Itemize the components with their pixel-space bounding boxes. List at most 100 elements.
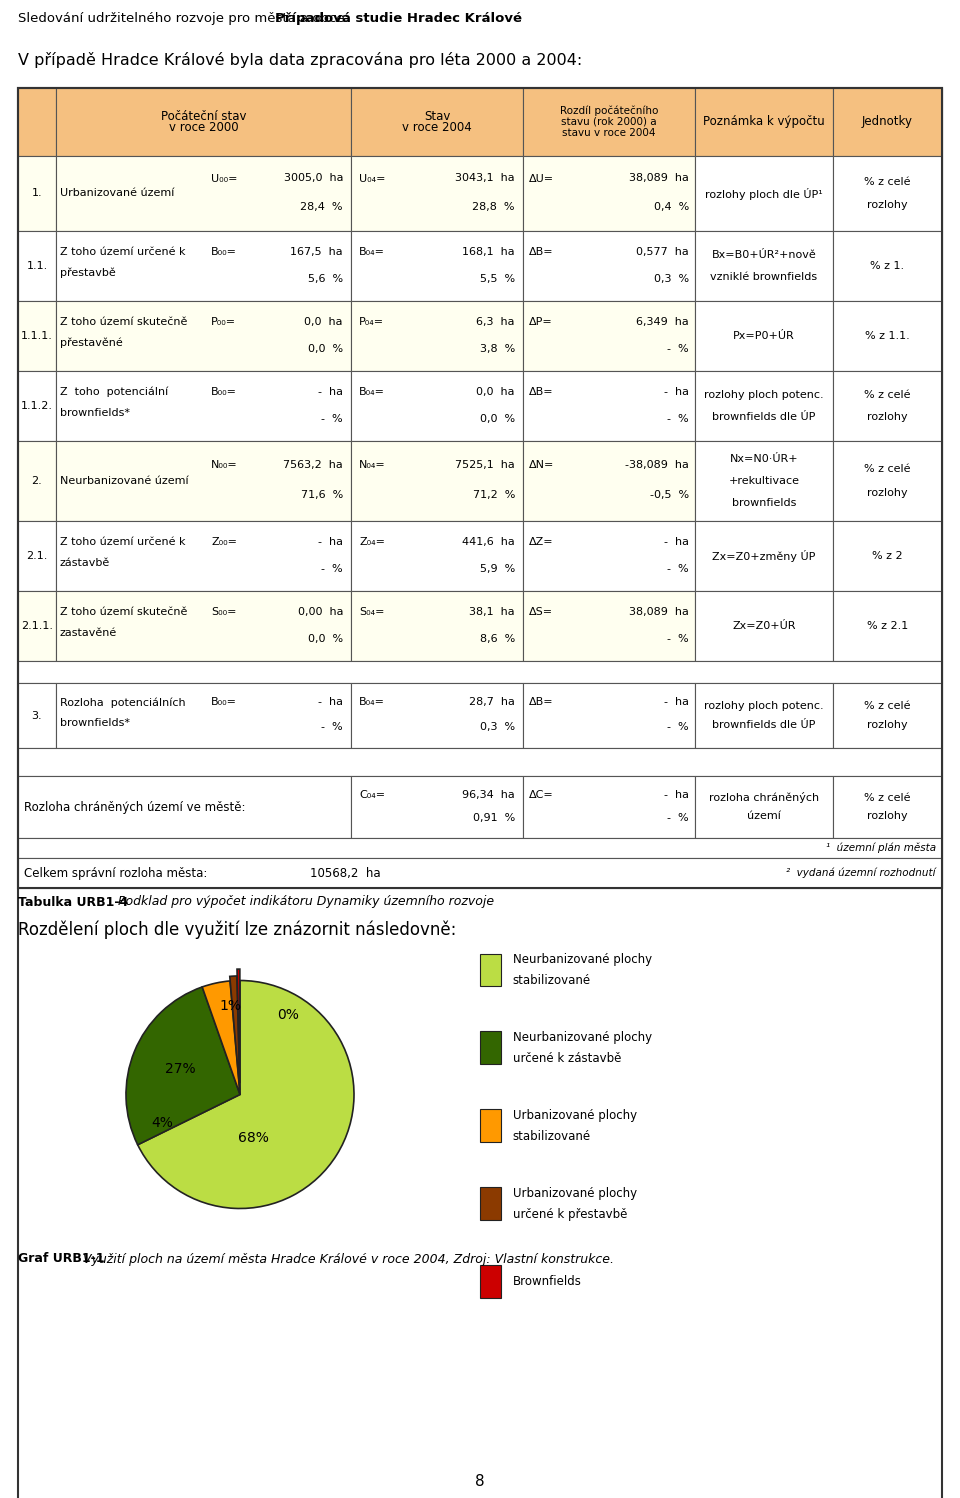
Text: -  %: - % bbox=[322, 413, 343, 424]
Bar bbox=[56, 372, 351, 440]
Bar bbox=[56, 592, 351, 661]
Text: C₀₄=: C₀₄= bbox=[359, 789, 385, 800]
Text: Nx=N0·ÚR+: Nx=N0·ÚR+ bbox=[730, 454, 799, 463]
Text: 8: 8 bbox=[475, 1474, 485, 1489]
Text: 10568,2  ha: 10568,2 ha bbox=[310, 866, 380, 879]
Text: Celkem správní rozloha města:: Celkem správní rozloha města: bbox=[24, 866, 207, 879]
Bar bbox=[833, 440, 942, 521]
Bar bbox=[351, 683, 523, 748]
Text: Rozdíl počátečního: Rozdíl počátečního bbox=[560, 106, 659, 117]
Text: -  ha: - ha bbox=[664, 536, 689, 547]
Text: % z 2.1: % z 2.1 bbox=[867, 622, 908, 631]
Text: ¹  územní plán města: ¹ územní plán města bbox=[826, 843, 936, 854]
Text: 4%: 4% bbox=[152, 1116, 174, 1129]
Text: Rozloha  potenciálních: Rozloha potenciálních bbox=[60, 697, 185, 707]
Bar bbox=[695, 301, 833, 372]
Text: Počáteční stav: Počáteční stav bbox=[160, 109, 247, 123]
Text: 1.: 1. bbox=[32, 189, 42, 199]
Bar bbox=[18, 231, 56, 301]
Text: určené k přestavbě: určené k přestavbě bbox=[513, 1207, 627, 1221]
Text: 0,0  %: 0,0 % bbox=[308, 634, 343, 644]
Text: Z₀₄=: Z₀₄= bbox=[359, 536, 385, 547]
Bar bbox=[523, 683, 695, 748]
Bar bbox=[695, 156, 833, 231]
Text: -  ha: - ha bbox=[318, 698, 343, 707]
Bar bbox=[351, 156, 523, 231]
Text: 1.1.: 1.1. bbox=[26, 261, 48, 271]
Text: Rozloha chráněných území ve městě:: Rozloha chráněných území ve městě: bbox=[24, 800, 246, 813]
Bar bbox=[18, 440, 56, 521]
Bar bbox=[351, 521, 523, 592]
Text: brownfields dle ÚP: brownfields dle ÚP bbox=[712, 721, 816, 730]
Bar bbox=[18, 372, 56, 440]
Text: rozloha chráněných: rozloha chráněných bbox=[708, 792, 819, 803]
Text: B₀₄=: B₀₄= bbox=[359, 247, 385, 258]
Wedge shape bbox=[229, 977, 240, 1091]
Bar bbox=[833, 156, 942, 231]
Text: 441,6  ha: 441,6 ha bbox=[463, 536, 515, 547]
Text: B₀₀=: B₀₀= bbox=[211, 386, 237, 397]
Text: -  %: - % bbox=[667, 413, 689, 424]
Text: Poznámka k výpočtu: Poznámka k výpočtu bbox=[703, 115, 825, 129]
Text: Jednotky: Jednotky bbox=[862, 115, 913, 129]
Text: % z 2: % z 2 bbox=[873, 551, 902, 560]
Text: Podklad pro výpočet indikátoru Dynamiky územního rozvoje: Podklad pro výpočet indikátoru Dynamiky … bbox=[118, 896, 494, 908]
Text: v roce 2004: v roce 2004 bbox=[402, 121, 472, 133]
Bar bbox=[833, 231, 942, 301]
Text: stavu (rok 2000) a: stavu (rok 2000) a bbox=[562, 117, 657, 127]
Bar bbox=[695, 440, 833, 521]
Text: Bx=B0+ÚR²+nově: Bx=B0+ÚR²+nově bbox=[711, 250, 816, 261]
Text: Případová studie Hradec Králové: Případová studie Hradec Králové bbox=[276, 12, 522, 25]
Text: U₀₀=: U₀₀= bbox=[211, 174, 237, 183]
Wedge shape bbox=[126, 987, 240, 1144]
Text: -  ha: - ha bbox=[664, 698, 689, 707]
Bar bbox=[523, 592, 695, 661]
Text: 3005,0  ha: 3005,0 ha bbox=[283, 174, 343, 183]
Text: 6,3  ha: 6,3 ha bbox=[476, 318, 515, 327]
Bar bbox=[56, 440, 351, 521]
Text: -  ha: - ha bbox=[318, 386, 343, 397]
Text: brownfields*: brownfields* bbox=[60, 719, 130, 728]
Text: -  ha: - ha bbox=[664, 386, 689, 397]
Text: Urbanizované plochy: Urbanizované plochy bbox=[513, 1186, 636, 1200]
Text: Z toho území určené k: Z toho území určené k bbox=[60, 247, 185, 258]
Text: rozlohy: rozlohy bbox=[867, 812, 908, 821]
Bar bbox=[18, 748, 942, 776]
Text: 71,2  %: 71,2 % bbox=[472, 490, 515, 500]
Text: 71,6  %: 71,6 % bbox=[300, 490, 343, 500]
Text: 3043,1  ha: 3043,1 ha bbox=[455, 174, 515, 183]
Bar bbox=[523, 776, 695, 837]
Bar bbox=[18, 661, 942, 683]
Bar bbox=[18, 521, 56, 592]
Bar bbox=[56, 301, 351, 372]
Bar bbox=[833, 592, 942, 661]
Bar bbox=[18, 88, 942, 888]
Text: 27%: 27% bbox=[165, 1062, 196, 1077]
Text: -  %: - % bbox=[667, 813, 689, 824]
Text: 2.1.1.: 2.1.1. bbox=[21, 622, 53, 631]
Text: S₀₀=: S₀₀= bbox=[211, 607, 236, 617]
Text: brownfields dle ÚP: brownfields dle ÚP bbox=[712, 412, 816, 421]
Text: přestavbě: přestavbě bbox=[60, 268, 116, 279]
Text: -  %: - % bbox=[322, 563, 343, 574]
Bar bbox=[695, 592, 833, 661]
Text: -38,089  ha: -38,089 ha bbox=[625, 460, 689, 470]
Bar bbox=[523, 301, 695, 372]
Bar bbox=[833, 521, 942, 592]
Text: % z celé: % z celé bbox=[864, 177, 911, 187]
Text: ΔU=: ΔU= bbox=[529, 174, 554, 183]
Text: zastavěné: zastavěné bbox=[60, 628, 117, 638]
Text: 38,089  ha: 38,089 ha bbox=[629, 174, 689, 183]
Text: Zx=Z0+změny ÚP: Zx=Z0+změny ÚP bbox=[712, 550, 816, 562]
Bar bbox=[18, 776, 351, 837]
Text: N₀₄=: N₀₄= bbox=[359, 460, 386, 470]
Text: 5,5  %: 5,5 % bbox=[480, 274, 515, 283]
Bar bbox=[351, 88, 523, 156]
Bar bbox=[351, 592, 523, 661]
Bar bbox=[523, 521, 695, 592]
Bar bbox=[523, 440, 695, 521]
Bar bbox=[351, 776, 523, 837]
Text: % z 1.: % z 1. bbox=[871, 261, 904, 271]
Bar bbox=[351, 231, 523, 301]
Text: 0,0  %: 0,0 % bbox=[308, 343, 343, 354]
